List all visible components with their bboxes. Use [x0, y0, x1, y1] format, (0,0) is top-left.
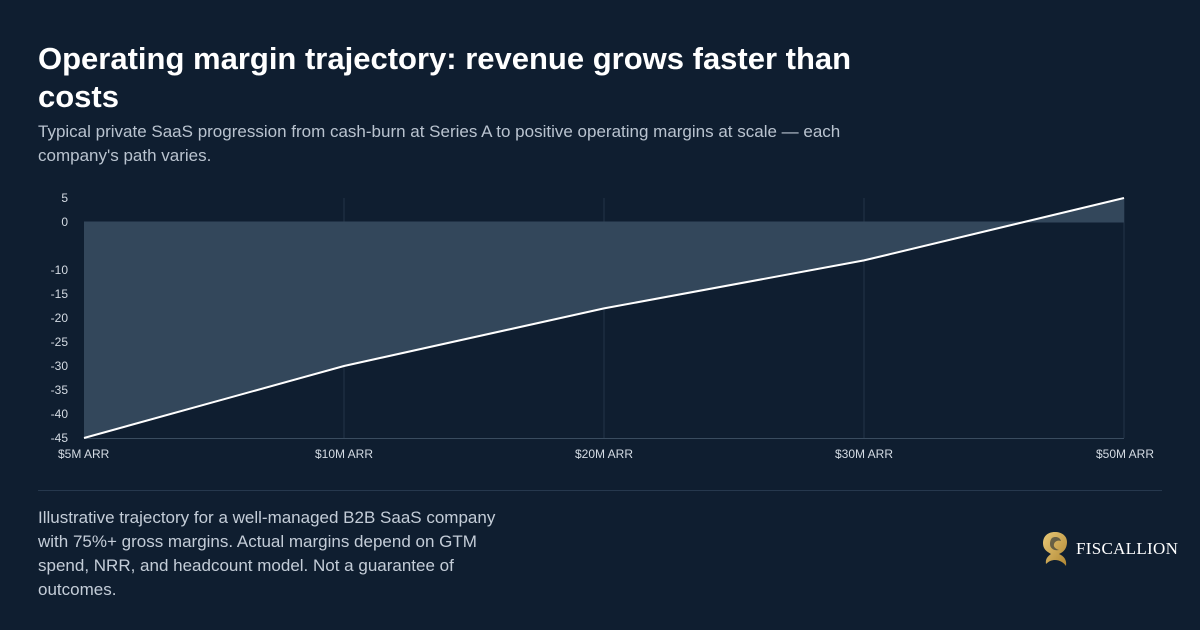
x-tick-label: $50M ARR [1096, 447, 1154, 461]
x-tick-label: $20M ARR [575, 447, 633, 461]
y-tick-label: -40 [51, 407, 69, 421]
y-tick-label: -35 [51, 383, 69, 397]
y-tick-label: -15 [51, 287, 69, 301]
margin-series-line [83, 197, 1125, 439]
x-tick-label: $30M ARR [835, 447, 893, 461]
y-tick-label: -30 [51, 359, 69, 373]
y-tick-label: 0 [61, 215, 68, 229]
y-tick-label: -25 [51, 335, 69, 349]
y-tick-label: -10 [51, 263, 69, 277]
footer-divider [38, 490, 1162, 491]
chart-subtitle: Typical private SaaS progression from ca… [38, 122, 841, 165]
margin-area-fill [84, 198, 1124, 438]
y-tick-label: -20 [51, 311, 69, 325]
operating-margin-chart: 5 0 -10 -15 -20 -25 -30 -35 -40 -45 $5M ARR $10M A… [51, 191, 1155, 461]
y-tick-label: 5 [61, 191, 68, 205]
x-axis-ticks: $5M ARR $10M ARR $20M ARR $30M ARR $50M ARR [58, 447, 1154, 461]
y-axis-ticks: 5 0 -10 -15 -20 -25 -30 -35 -40 -45 [51, 191, 69, 445]
x-tick-label: $10M ARR [315, 447, 373, 461]
brand-name: FISCALLION [1076, 539, 1179, 558]
brand-lockup: FISCALLION [1040, 529, 1178, 569]
footnote: Illustrative trajectory for a well-manag… [38, 508, 496, 599]
x-tick-label: $5M ARR [58, 447, 110, 461]
gold-lion-seal-icon [1043, 532, 1067, 566]
y-tick-label: -45 [51, 431, 69, 445]
chart-title: Operating margin trajectory: revenue gro… [38, 41, 852, 114]
